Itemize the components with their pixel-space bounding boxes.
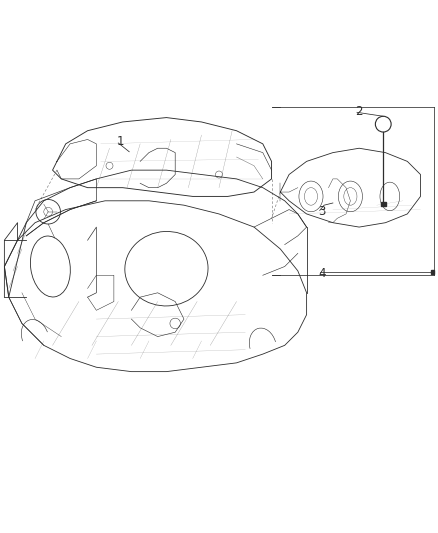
Text: 1: 1 (117, 135, 124, 148)
Bar (381, 202, 386, 206)
Text: 3: 3 (318, 205, 325, 218)
Text: 4: 4 (318, 266, 326, 280)
Text: 2: 2 (355, 104, 363, 117)
Bar (431, 270, 434, 273)
